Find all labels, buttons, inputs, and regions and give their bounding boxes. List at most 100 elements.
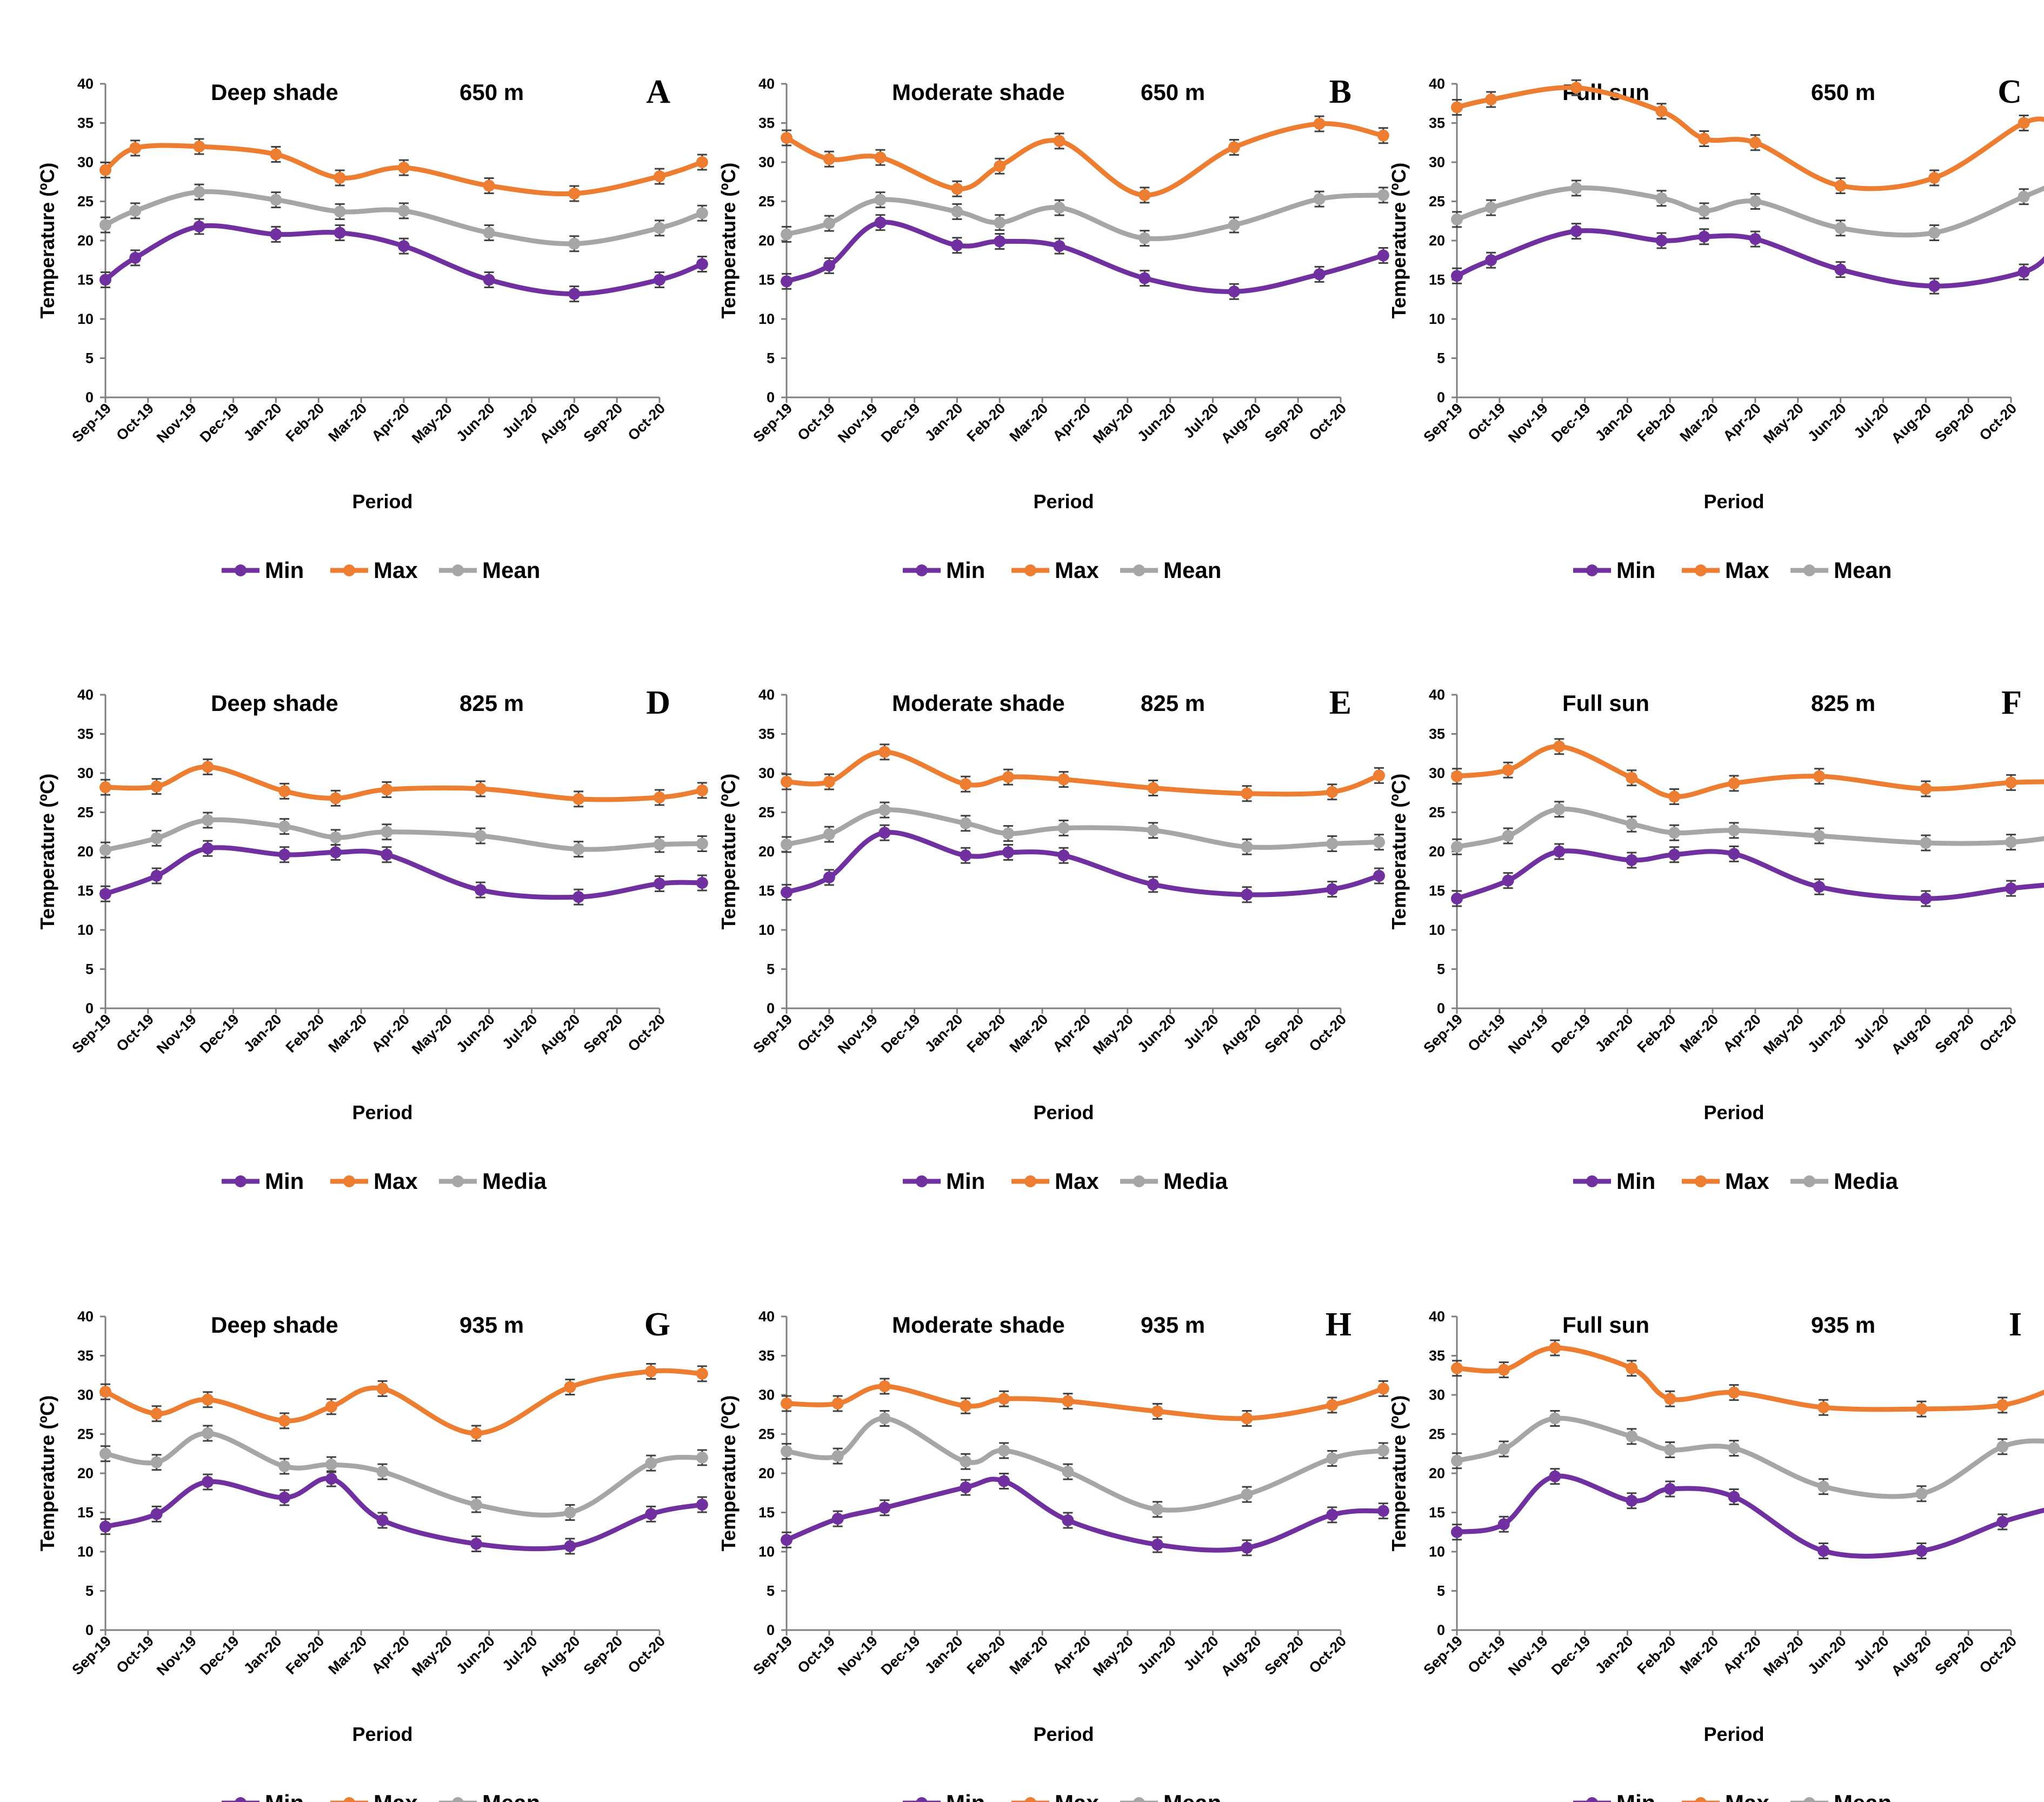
data-point-mean: [1549, 1412, 1561, 1425]
data-point-max: [150, 780, 163, 793]
data-point-max: [564, 1381, 576, 1393]
x-tick-label: Sep-20: [1262, 400, 1307, 445]
y-tick-label: 15: [758, 1505, 775, 1521]
data-point-max: [960, 1400, 972, 1412]
y-tick-label: 25: [77, 1426, 94, 1442]
data-point-mean: [1451, 1454, 1463, 1467]
y-tick-label: 30: [77, 154, 94, 170]
x-tick-label: Oct-20: [1976, 1633, 2020, 1677]
data-point-mean: [202, 1427, 214, 1440]
data-point-max: [781, 1397, 793, 1409]
data-point-min: [696, 258, 708, 270]
x-tick-label: Jun-20: [453, 1011, 498, 1056]
data-point-max: [99, 164, 111, 176]
x-tick-label: Mar-20: [325, 400, 370, 445]
data-point-max: [568, 188, 581, 200]
data-point-max: [1062, 1395, 1074, 1407]
data-point-mean: [129, 204, 142, 217]
legend-swatch-marker: [1695, 564, 1707, 576]
x-tick-label: Sep-19: [1420, 400, 1466, 445]
data-point-max: [1228, 141, 1240, 154]
x-tick-label: Feb-20: [1634, 1011, 1679, 1056]
x-tick-label: Oct-20: [1976, 400, 2020, 444]
data-point-max: [951, 183, 963, 195]
chart-title: Moderate shade: [892, 690, 1065, 716]
y-tick-label: 5: [1437, 350, 1445, 367]
data-point-min: [564, 1540, 576, 1552]
x-tick-label: Nov-19: [1505, 1633, 1551, 1679]
data-point-min: [1241, 1541, 1253, 1554]
x-tick-label: Oct-19: [794, 1011, 838, 1055]
data-point-max: [99, 1386, 111, 1398]
series-line-min: [1454, 1473, 2044, 1559]
data-point-min: [1138, 272, 1151, 284]
data-point-max: [202, 761, 214, 773]
data-point-min: [1817, 1545, 1830, 1557]
data-point-min: [150, 869, 163, 882]
data-point-min: [1928, 280, 1941, 292]
x-tick-label: Nov-19: [835, 400, 881, 446]
x-tick-label: Jan-20: [922, 1633, 966, 1677]
data-point-min: [334, 227, 346, 239]
data-point-mean: [696, 207, 708, 220]
data-point-min: [572, 891, 585, 903]
data-point-min: [397, 240, 410, 252]
data-point-max: [823, 153, 835, 165]
data-point-max: [150, 1407, 163, 1420]
x-tick-label: Jun-20: [1805, 1633, 1849, 1678]
y-tick-label: 15: [758, 883, 775, 899]
legend-swatch-marker: [1024, 1175, 1036, 1187]
data-point-mean: [781, 1445, 793, 1458]
data-point-max: [1664, 1393, 1676, 1405]
data-point-max: [1451, 1362, 1463, 1374]
data-point-max: [474, 783, 487, 795]
data-point-mean: [270, 194, 282, 206]
legend-label: Media: [482, 1168, 547, 1194]
legend-swatch-marker: [916, 564, 928, 576]
data-point-min: [1241, 888, 1253, 901]
x-tick-label: Nov-19: [154, 1633, 199, 1679]
x-tick-label: Dec-19: [878, 1633, 923, 1678]
x-tick-label: Sep-20: [1262, 1011, 1307, 1056]
data-point-mean: [376, 1466, 389, 1478]
x-tick-label: May-20: [409, 400, 455, 447]
x-tick-label: Jan-20: [922, 400, 966, 444]
x-tick-label: Dec-19: [1548, 1011, 1594, 1056]
chart-title: Moderate shade: [892, 1312, 1065, 1338]
data-point-min: [483, 274, 495, 286]
data-point-min: [645, 1508, 657, 1520]
legend-swatch-marker: [1803, 1175, 1815, 1187]
data-point-media: [1920, 837, 1932, 849]
data-point-max: [1502, 764, 1514, 776]
series-line-max: [103, 143, 705, 197]
x-axis-title: Period: [1703, 490, 1764, 513]
legend-swatch-marker: [1586, 1175, 1598, 1187]
y-tick-label: 15: [758, 272, 775, 288]
y-tick-label: 15: [1429, 883, 1445, 899]
panel-letter: B: [1329, 74, 1351, 110]
x-tick-label: Nov-19: [154, 1011, 199, 1057]
data-point-mean: [2018, 190, 2030, 203]
data-point-media: [1668, 827, 1681, 839]
legend-label: Mean: [1163, 557, 1221, 583]
x-tick-label: Jul-20: [1850, 1633, 1892, 1674]
x-tick-label: May-20: [409, 1011, 455, 1058]
y-tick-label: 40: [77, 1308, 94, 1325]
data-point-min: [1451, 270, 1463, 282]
legend-label: Min: [946, 557, 985, 583]
y-tick-label: 25: [1429, 194, 1445, 210]
x-tick-label: Sep-20: [1932, 1633, 1978, 1678]
data-point-max: [1928, 172, 1941, 184]
y-tick-label: 25: [1429, 804, 1445, 821]
y-tick-label: 15: [77, 883, 94, 899]
data-point-min: [1549, 1470, 1561, 1482]
legend-label: Media: [1834, 1168, 1899, 1194]
legend-swatch-marker: [343, 564, 355, 576]
data-point-media: [1728, 824, 1740, 836]
data-point-min: [1053, 240, 1066, 252]
y-tick-label: 35: [77, 1348, 94, 1364]
chart-title: Deep shade: [211, 1312, 338, 1338]
legend-label: Mean: [482, 1790, 540, 1802]
x-tick-label: Jul-20: [1850, 400, 1892, 441]
series-line-min: [1454, 848, 2044, 901]
